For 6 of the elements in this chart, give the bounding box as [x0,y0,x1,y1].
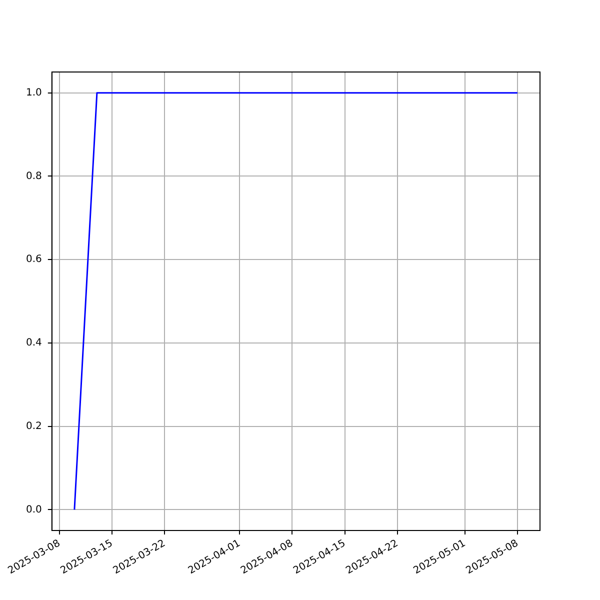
y-tick-label: 0.0 [26,504,42,516]
y-tick-label: 0.8 [26,170,42,182]
y-tick-label: 0.4 [26,338,42,349]
y-tick-label: 1.0 [26,87,42,98]
y-tick-label: 0.6 [26,254,42,266]
y-tick-label: 0.2 [26,420,42,432]
